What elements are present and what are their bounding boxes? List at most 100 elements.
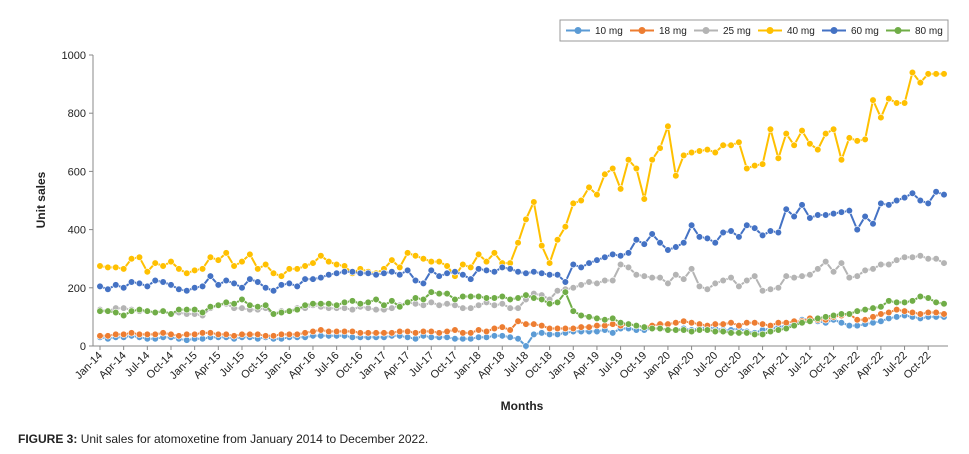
data-point xyxy=(601,276,609,285)
data-point xyxy=(475,301,483,309)
data-point xyxy=(680,151,688,159)
data-point xyxy=(766,227,775,235)
data-point xyxy=(459,271,467,279)
data-point xyxy=(735,138,743,146)
data-point xyxy=(845,207,853,215)
data-point xyxy=(751,272,759,280)
data-point xyxy=(293,265,301,273)
data-point xyxy=(751,330,759,338)
data-point xyxy=(514,294,522,302)
data-point xyxy=(214,330,222,338)
x-tick-label: Apr-22 xyxy=(854,350,886,382)
data-point xyxy=(932,188,940,196)
data-point xyxy=(751,319,759,327)
data-point xyxy=(135,306,144,314)
data-point xyxy=(648,156,656,164)
data-point xyxy=(127,278,136,286)
data-point xyxy=(167,310,175,318)
data-point xyxy=(120,311,128,320)
data-point xyxy=(183,330,191,338)
data-point xyxy=(877,303,885,311)
data-point xyxy=(498,263,506,272)
data-point xyxy=(869,313,877,321)
data-point xyxy=(774,284,782,292)
data-point xyxy=(364,269,372,277)
data-point xyxy=(687,265,696,273)
data-point xyxy=(861,306,869,314)
data-point xyxy=(411,294,420,302)
data-point xyxy=(569,260,577,269)
data-point xyxy=(467,292,475,301)
data-point xyxy=(774,326,782,334)
data-point xyxy=(837,310,846,318)
data-point xyxy=(482,266,491,274)
data-point xyxy=(853,316,861,324)
data-point xyxy=(640,240,648,248)
data-point xyxy=(695,233,704,241)
data-point xyxy=(861,135,869,143)
data-point xyxy=(743,276,751,285)
data-point xyxy=(877,260,885,269)
data-point xyxy=(569,199,577,208)
data-point xyxy=(317,274,325,282)
data-point xyxy=(309,275,317,283)
data-point xyxy=(593,279,601,288)
data-point xyxy=(262,301,270,309)
data-point xyxy=(451,268,459,276)
data-point xyxy=(782,205,790,213)
data-point xyxy=(467,304,475,312)
data-point xyxy=(672,172,680,180)
data-point xyxy=(916,310,924,318)
data-point xyxy=(183,269,191,277)
data-point xyxy=(175,332,183,340)
data-point xyxy=(735,282,743,290)
data-point xyxy=(640,272,648,280)
x-tick-label: Apr-14 xyxy=(97,350,129,382)
data-point xyxy=(601,316,609,324)
data-point xyxy=(404,249,412,257)
data-point xyxy=(522,342,530,350)
data-point xyxy=(609,329,617,337)
data-point xyxy=(222,249,230,257)
data-point xyxy=(885,95,893,103)
data-point xyxy=(309,259,317,267)
data-point xyxy=(908,297,917,305)
data-point xyxy=(104,332,112,340)
data-point xyxy=(885,297,893,305)
data-point xyxy=(506,265,514,273)
series-line xyxy=(100,290,945,336)
data-point xyxy=(388,256,396,264)
data-point xyxy=(135,279,144,288)
data-point xyxy=(703,285,711,293)
data-point xyxy=(514,335,522,343)
data-point xyxy=(561,278,569,286)
data-point xyxy=(254,278,262,286)
data-point xyxy=(648,274,656,282)
y-tick-label: 1000 xyxy=(62,50,86,62)
data-point xyxy=(388,268,396,276)
data-point xyxy=(853,137,861,145)
data-point xyxy=(624,249,633,257)
data-point xyxy=(459,260,467,269)
data-point xyxy=(317,300,325,308)
data-point xyxy=(703,326,711,334)
data-point xyxy=(806,140,814,148)
data-point xyxy=(845,322,853,330)
data-point xyxy=(372,295,380,304)
data-point xyxy=(151,276,159,285)
data-point xyxy=(672,319,680,327)
data-point xyxy=(616,185,625,193)
data-point xyxy=(672,326,680,334)
data-point xyxy=(900,307,909,315)
data-point xyxy=(356,300,364,308)
data-point xyxy=(656,239,664,247)
data-point xyxy=(766,125,775,133)
data-point xyxy=(530,320,538,328)
data-point xyxy=(388,304,396,312)
data-point xyxy=(222,298,230,306)
data-point xyxy=(301,275,309,283)
data-point xyxy=(530,268,538,276)
data-point xyxy=(514,317,522,325)
data-point xyxy=(758,287,767,295)
data-point xyxy=(435,272,443,280)
